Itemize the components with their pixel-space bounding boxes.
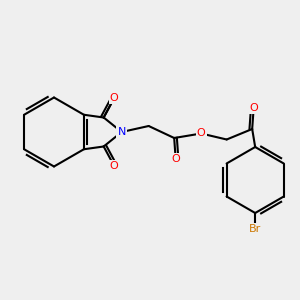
Text: O: O [171,154,180,164]
Text: O: O [249,103,258,113]
Text: N: N [118,127,126,137]
Text: O: O [110,93,118,103]
Text: O: O [197,128,206,139]
Text: O: O [110,161,118,171]
Text: Br: Br [249,224,261,234]
